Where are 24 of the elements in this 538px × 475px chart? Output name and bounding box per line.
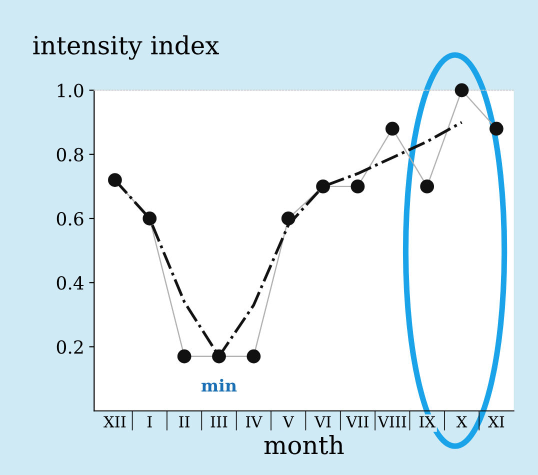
x-tick-label: VIII bbox=[378, 416, 406, 428]
x-tick-label: V bbox=[282, 416, 294, 428]
y-tick-label: 0.4 bbox=[56, 276, 84, 290]
y-tick-label: 1.0 bbox=[58, 84, 84, 98]
x-tick-label: II bbox=[179, 416, 190, 428]
x-tick-label: VII bbox=[346, 416, 368, 428]
y-tick-label: 0.2 bbox=[56, 340, 83, 354]
y-tick-label: 0.8 bbox=[56, 148, 84, 162]
x-tick-label: IX bbox=[419, 416, 436, 428]
point bbox=[212, 349, 226, 364]
point bbox=[108, 173, 122, 187]
point bbox=[142, 212, 157, 226]
x-tick-label: XII bbox=[104, 416, 126, 428]
x-tick-label: IV bbox=[246, 416, 262, 428]
x-tick-label: I bbox=[147, 416, 152, 428]
x-tick-label: X bbox=[456, 416, 468, 428]
x-tick-label: VI bbox=[314, 416, 331, 428]
annotation: min bbox=[202, 378, 237, 392]
x-tick-label: III bbox=[210, 416, 228, 428]
x-axis-title: month bbox=[264, 435, 344, 454]
point bbox=[316, 179, 330, 194]
x-tick-label: XI bbox=[488, 416, 504, 428]
chart-title: intensity index bbox=[33, 35, 219, 60]
y-tick-label: 0.6 bbox=[56, 212, 84, 226]
